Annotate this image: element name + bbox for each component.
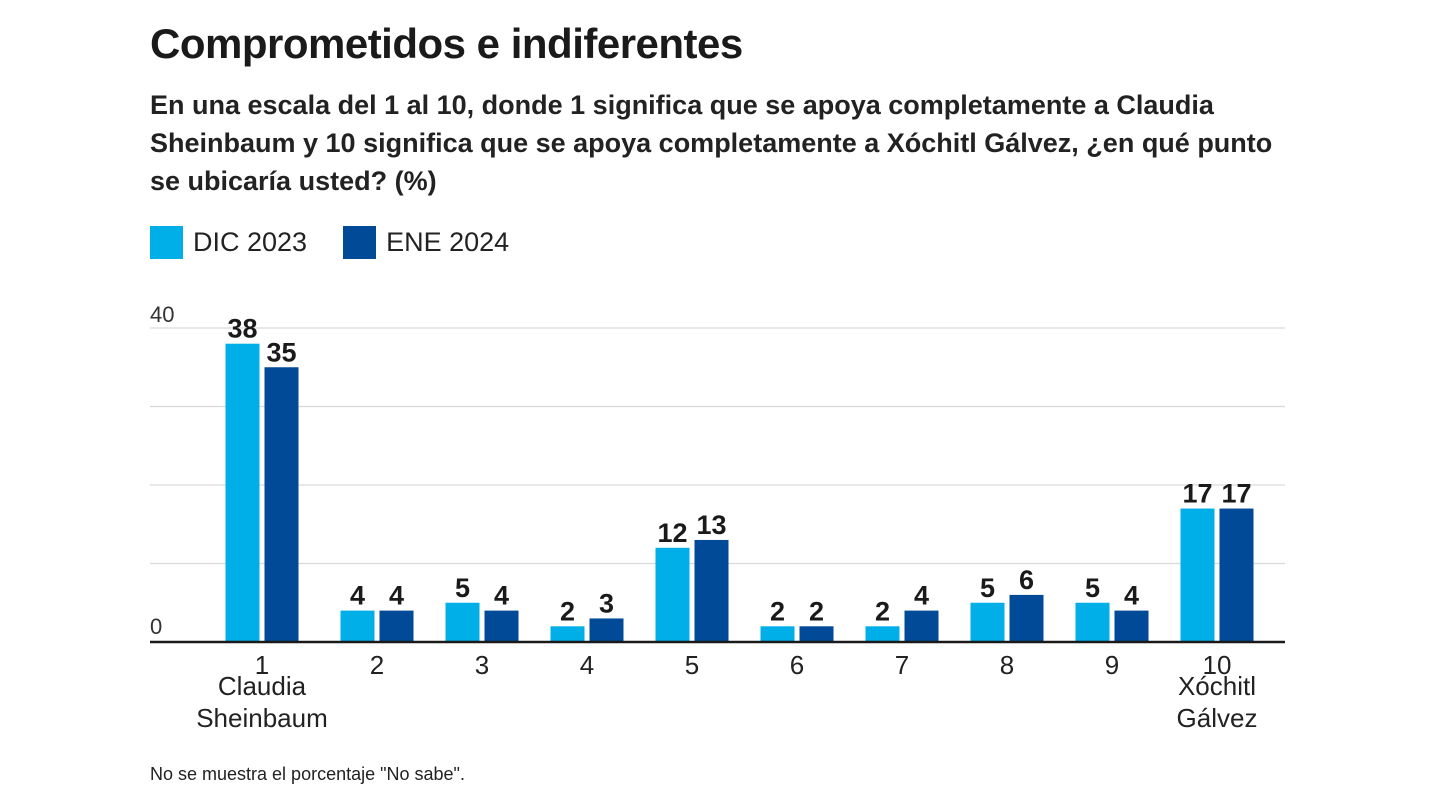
legend-label-ene-2024: ENE 2024 <box>386 227 510 257</box>
legend-item-dic-2023: DIC 2023 <box>150 226 307 259</box>
data-label-dic-2023-5: 12 <box>657 518 687 548</box>
bar-ene-2024-7 <box>904 610 939 642</box>
data-label-dic-2023-6: 2 <box>770 596 785 626</box>
x-tick-label-6: 6 <box>790 650 804 680</box>
data-label-ene-2024-2: 4 <box>389 581 404 611</box>
bar-dic-2023-9 <box>1075 602 1110 642</box>
x-tick-label-2: 2 <box>370 650 384 680</box>
x-tick-label-4: 4 <box>580 650 594 680</box>
bar-ene-2024-10 <box>1219 508 1254 642</box>
data-label-ene-2024-5: 13 <box>696 510 726 540</box>
legend-item-ene-2024: ENE 2024 <box>343 226 509 259</box>
legend-label-dic-2023: DIC 2023 <box>193 227 308 257</box>
x-tick-label-3: 3 <box>475 650 489 680</box>
x-tick-label-10: 10 <box>1203 650 1232 680</box>
chart-subtitle: En una escala del 1 al 10, donde 1 signi… <box>150 90 1273 196</box>
data-label-dic-2023-3: 5 <box>455 573 470 603</box>
data-label-dic-2023-9: 5 <box>1085 573 1100 603</box>
bar-dic-2023-6 <box>760 626 795 642</box>
data-label-dic-2023-8: 5 <box>980 573 995 603</box>
x-tick-label-9: 9 <box>1105 650 1119 680</box>
data-label-ene-2024-1: 35 <box>266 337 296 367</box>
bar-ene-2024-8 <box>1009 594 1044 642</box>
x-tick-label-7: 7 <box>895 650 909 680</box>
bar-ene-2024-4 <box>589 618 624 642</box>
legend-swatch-ene-2024 <box>343 226 377 259</box>
bar-dic-2023-5 <box>655 547 690 642</box>
bar-dic-2023-3 <box>445 602 480 642</box>
bar-dic-2023-2 <box>340 610 375 642</box>
x-sublabel-10-line-1: Xóchitl <box>1178 671 1256 701</box>
bar-dic-2023-10 <box>1180 508 1215 642</box>
data-label-ene-2024-7: 4 <box>914 581 929 611</box>
bar-ene-2024-9 <box>1114 610 1149 642</box>
data-label-ene-2024-6: 2 <box>809 596 824 626</box>
bar-ene-2024-2 <box>379 610 414 642</box>
data-label-ene-2024-9: 4 <box>1124 581 1139 611</box>
data-label-dic-2023-4: 2 <box>560 596 575 626</box>
bar-dic-2023-1 <box>225 343 260 642</box>
data-label-dic-2023-10: 17 <box>1182 479 1212 509</box>
data-label-ene-2024-8: 6 <box>1019 565 1034 595</box>
bar-ene-2024-3 <box>484 610 519 642</box>
data-label-ene-2024-3: 4 <box>494 581 509 611</box>
data-label-dic-2023-1: 38 <box>227 314 257 344</box>
bar-dic-2023-4 <box>550 626 585 642</box>
legend-swatch-dic-2023 <box>150 226 183 259</box>
x-tick-label-5: 5 <box>685 650 699 680</box>
x-sublabel-10-line-2: Gálvez <box>1177 703 1258 733</box>
x-tick-label-1: 1 <box>255 650 269 680</box>
x-tick-label-8: 8 <box>1000 650 1014 680</box>
chart-title: Comprometidos e indiferentes <box>150 20 743 67</box>
bar-ene-2024-5 <box>694 539 729 642</box>
data-label-dic-2023-2: 4 <box>350 581 365 611</box>
data-label-ene-2024-4: 3 <box>599 588 614 618</box>
bar-dic-2023-7 <box>865 626 900 642</box>
y-tick-label-0: 0 <box>150 614 162 639</box>
x-sublabel-1-line-2: Sheinbaum <box>196 703 328 733</box>
legend: DIC 2023 ENE 2024 <box>150 226 509 259</box>
x-sublabel-1-line-1: Claudia <box>218 671 307 701</box>
bar-ene-2024-1 <box>264 367 299 642</box>
footnote: No se muestra el porcentaje "No sabe". <box>150 764 465 784</box>
data-label-ene-2024-10: 17 <box>1221 479 1251 509</box>
bar-ene-2024-6 <box>799 626 834 642</box>
bar-dic-2023-8 <box>970 602 1005 642</box>
data-label-dic-2023-7: 2 <box>875 596 890 626</box>
y-tick-label-40: 40 <box>150 302 174 327</box>
